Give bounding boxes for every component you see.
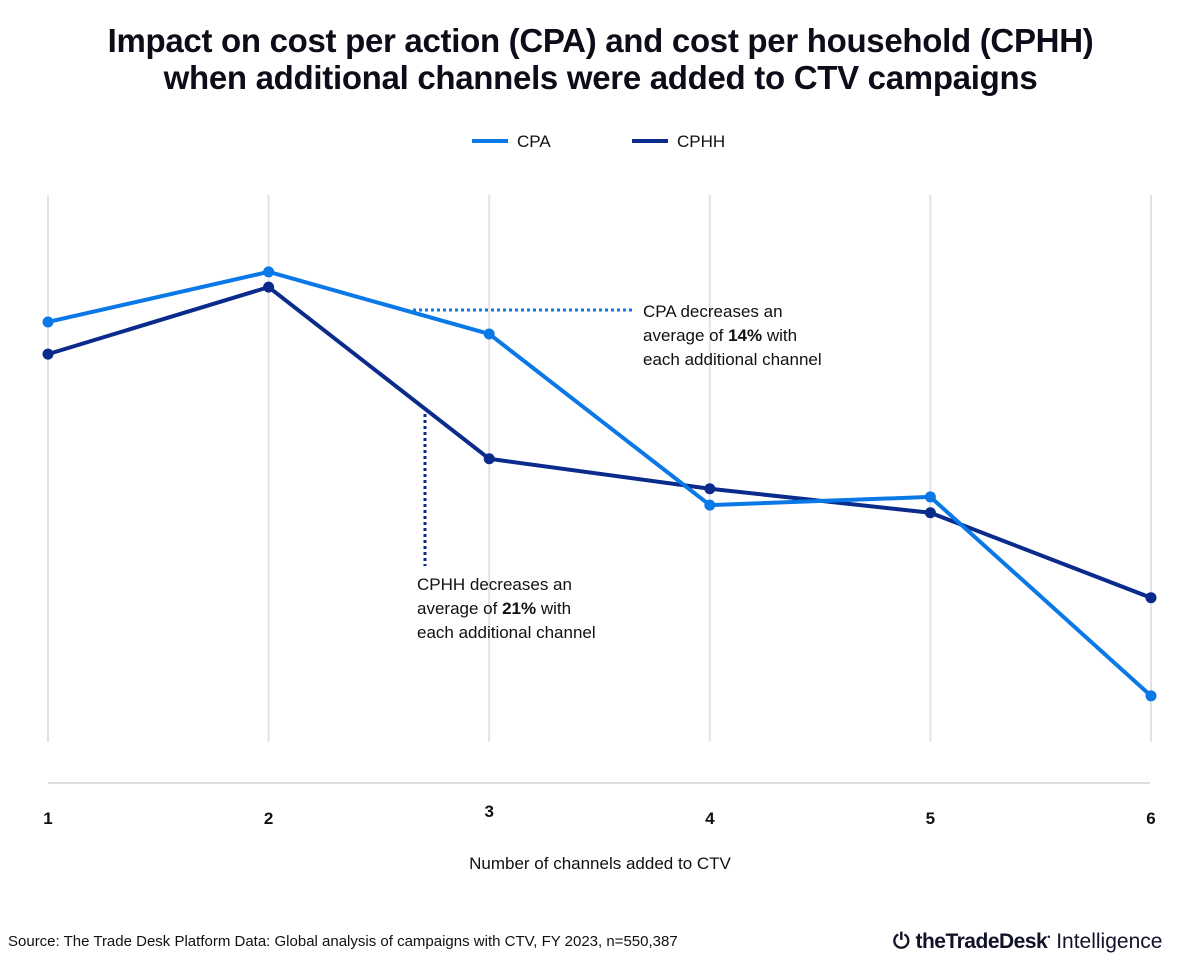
logo-name: theTradeDesk	[915, 930, 1048, 953]
x-tick-label: 5	[926, 809, 935, 828]
power-icon: ⏻	[893, 930, 910, 953]
cphh-annotation-line3: each additional channel	[417, 623, 596, 642]
data-point-cpa	[263, 266, 275, 278]
brand-logo: ⏻ theTradeDesk• Intelligence	[893, 930, 1163, 953]
data-point-cphh	[924, 507, 936, 519]
cpa-annotation-value: 14%	[728, 326, 763, 345]
source-note: Source: The Trade Desk Platform Data: Gl…	[8, 933, 678, 950]
cpa-annotation-line2: average of 14% with	[643, 324, 822, 348]
logo-suffix: Intelligence	[1056, 930, 1163, 953]
series-line-cpa	[47, 269, 1153, 698]
cpa-annotation-text: with	[762, 326, 798, 345]
cphh-annotation: CPHH decreases an average of 21% with ea…	[417, 573, 596, 645]
title-line-1: Impact on cost per action (CPA) and cost…	[107, 22, 1094, 59]
data-point-cphh	[42, 348, 54, 360]
x-tick-label: 1	[43, 809, 52, 828]
data-point-cpa	[483, 328, 495, 340]
chart-title: Impact on cost per action (CPA) and cost…	[0, 22, 1201, 96]
cpa-annotation: CPA decreases an average of 14% with eac…	[643, 300, 822, 372]
x-tick-label: 4	[705, 809, 715, 828]
cphh-annotation-value: 21%	[502, 599, 537, 618]
data-point-cpa	[704, 499, 716, 511]
x-axis-title: Number of channels added to CTV	[469, 854, 731, 873]
data-point-cphh	[263, 281, 275, 293]
x-tick-label: 6	[1146, 809, 1155, 828]
legend-label-cpa: CPA	[517, 132, 551, 151]
cpa-annotation-line3: each additional channel	[643, 350, 822, 369]
cphh-annotation-line2: average of 21% with	[417, 597, 596, 621]
x-tick-label: 2	[264, 809, 273, 828]
data-point-cphh	[1145, 592, 1157, 604]
data-point-cphh	[704, 483, 716, 495]
x-tick-label: 3	[484, 802, 493, 821]
series-line-cphh	[47, 285, 1152, 600]
cpa-annotation-text: average of	[643, 326, 729, 345]
legend-label-cphh: CPHH	[677, 132, 725, 151]
data-point-cphh	[483, 453, 495, 465]
data-point-cpa	[924, 491, 936, 503]
data-point-cpa	[42, 316, 54, 328]
cphh-annotation-text: with	[536, 599, 572, 618]
data-point-cpa	[1145, 690, 1157, 702]
cphh-annotation-text: average of	[417, 599, 503, 618]
cpa-annotation-line1: CPA decreases an	[643, 302, 783, 321]
title-line-2: when additional channels were added to C…	[163, 59, 1038, 96]
cphh-annotation-line1: CPHH decreases an	[417, 575, 572, 594]
